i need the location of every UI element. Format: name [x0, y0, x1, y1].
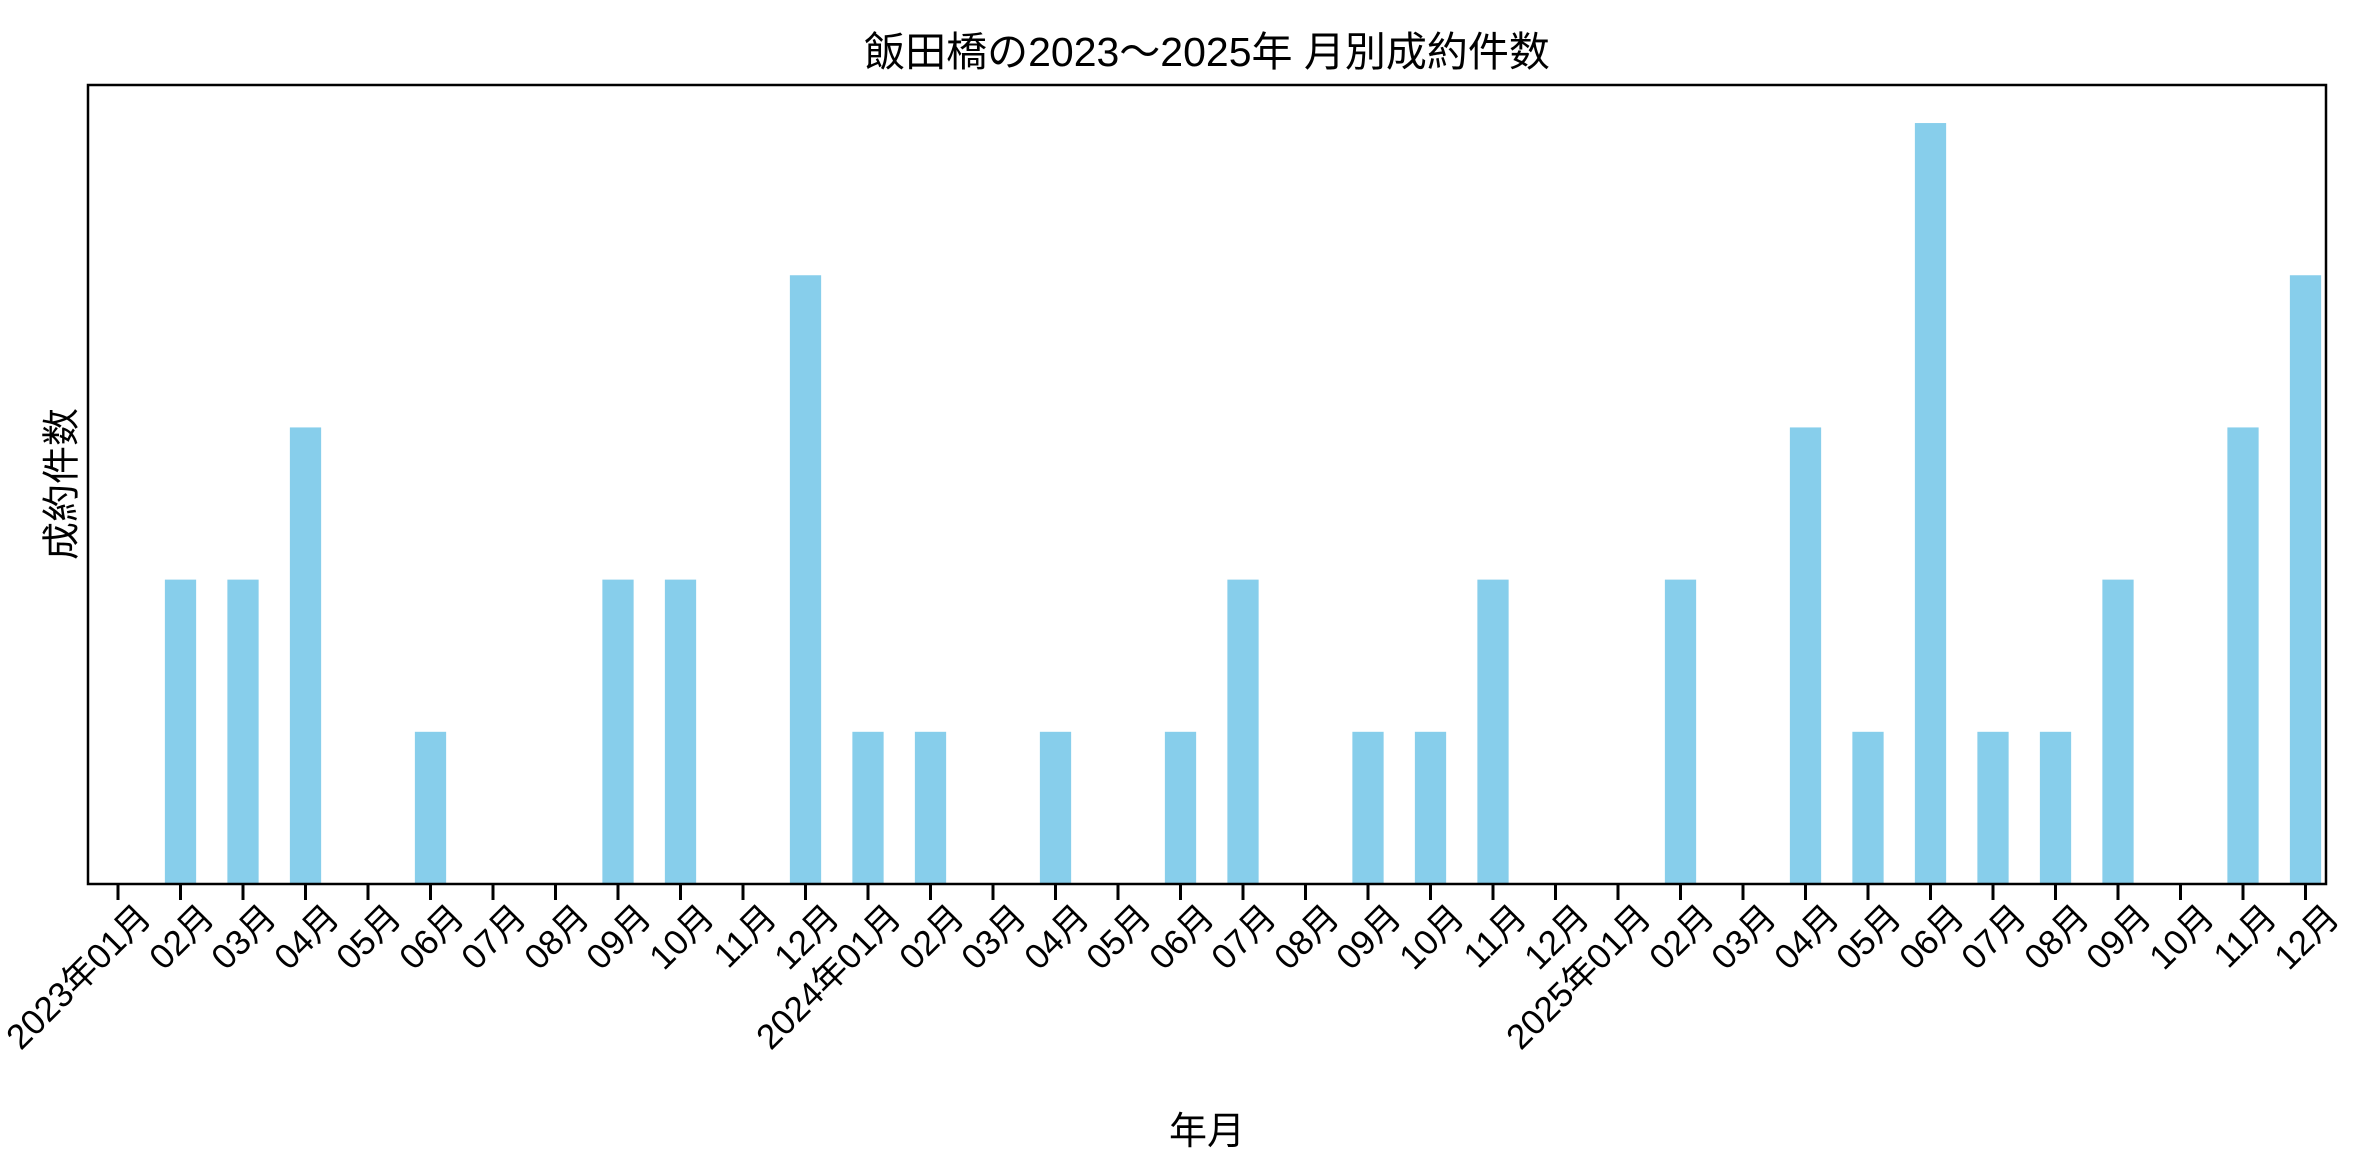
bar-2025-12	[2289, 275, 2322, 884]
bar-2025-05	[1852, 731, 1884, 884]
bar-2025-11	[2227, 427, 2259, 884]
bar-2025-07	[1977, 731, 2009, 884]
plot-border	[86, 83, 2328, 886]
bar-2023-02	[164, 579, 197, 884]
bar-2025-02	[1664, 579, 1697, 884]
bar-2025-09	[2102, 579, 2134, 884]
bar-2024-04	[1039, 731, 1072, 884]
bar-2023-04	[289, 427, 322, 884]
bar-2024-11	[1477, 579, 1509, 884]
bar-2025-08	[2039, 731, 2072, 884]
bar-2024-10	[1414, 731, 1447, 884]
chart-title: 飯田橋の2023〜2025年 月別成約件数	[864, 29, 1550, 75]
bar-2023-10	[664, 579, 697, 884]
bar-2023-09	[602, 579, 634, 884]
bar-2025-04	[1789, 427, 1822, 884]
bar-2024-02	[914, 731, 947, 884]
bar-2024-06	[1164, 731, 1197, 884]
bar-2024-07	[1227, 579, 1259, 884]
bar-2023-12	[789, 275, 822, 884]
bar-2023-06	[414, 731, 447, 884]
bar-2024-09	[1352, 731, 1384, 884]
x-axis-label: 年月	[1168, 1111, 1245, 1153]
bar-2025-06	[1914, 123, 1947, 885]
bar-2023-03	[227, 579, 259, 884]
bar-2024-01	[852, 731, 884, 884]
